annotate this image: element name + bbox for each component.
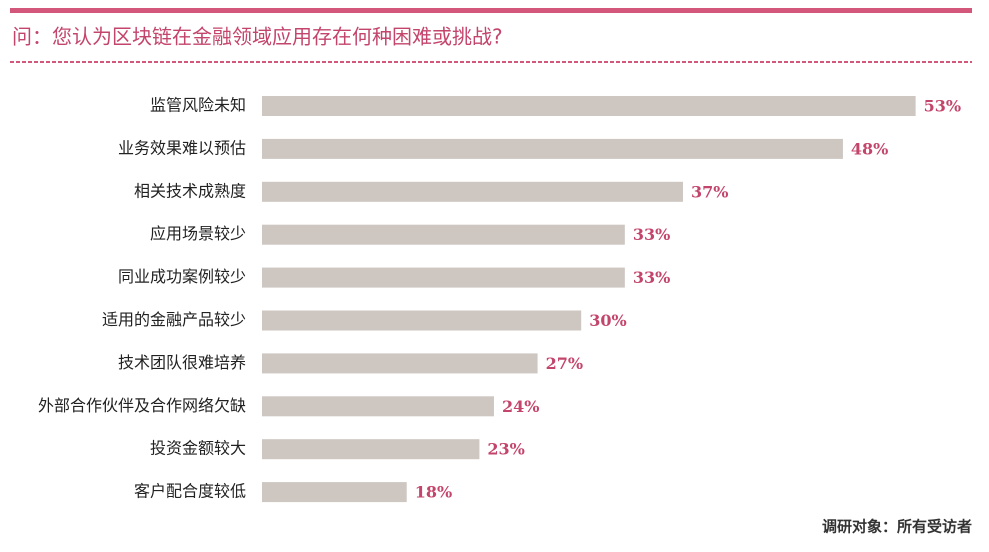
value-label: 27% xyxy=(546,354,583,373)
category-label: 适用的金融产品较少 xyxy=(102,310,246,329)
category-label: 同业成功案例较少 xyxy=(118,267,246,286)
bar xyxy=(262,181,683,202)
bar xyxy=(262,96,916,116)
bar xyxy=(262,396,494,417)
value-label: 53% xyxy=(924,97,961,116)
top-rule xyxy=(10,8,972,13)
category-label: 投资金额较大 xyxy=(150,439,246,458)
bar xyxy=(262,138,843,159)
footnote: 调研对象：所有受访者 xyxy=(822,518,972,536)
category-label: 监管风险未知 xyxy=(150,96,246,115)
bar xyxy=(262,439,480,460)
value-label: 18% xyxy=(415,483,452,502)
category-label: 技术团队很难培养 xyxy=(118,353,246,372)
value-label: 24% xyxy=(502,397,539,416)
category-label: 相关技术成熟度 xyxy=(134,181,246,200)
bar xyxy=(262,353,538,374)
category-label: 客户配合度较低 xyxy=(134,482,246,501)
value-label: 23% xyxy=(487,440,524,459)
chart-title: 问：您认为区块链在金融领域应用存在何种困难或挑战? xyxy=(12,25,503,49)
value-label: 37% xyxy=(691,182,728,201)
category-label: 业务效果难以预估 xyxy=(118,138,246,157)
value-label: 33% xyxy=(633,225,670,244)
bar xyxy=(262,310,582,331)
category-label: 外部合作伙伴及合作网络欠缺 xyxy=(38,396,246,415)
bar xyxy=(262,267,625,288)
bar xyxy=(262,482,407,503)
category-label: 应用场景较少 xyxy=(150,224,246,243)
bar xyxy=(262,224,625,245)
value-label: 33% xyxy=(633,268,670,287)
value-label: 48% xyxy=(851,139,888,158)
value-label: 30% xyxy=(589,311,626,330)
